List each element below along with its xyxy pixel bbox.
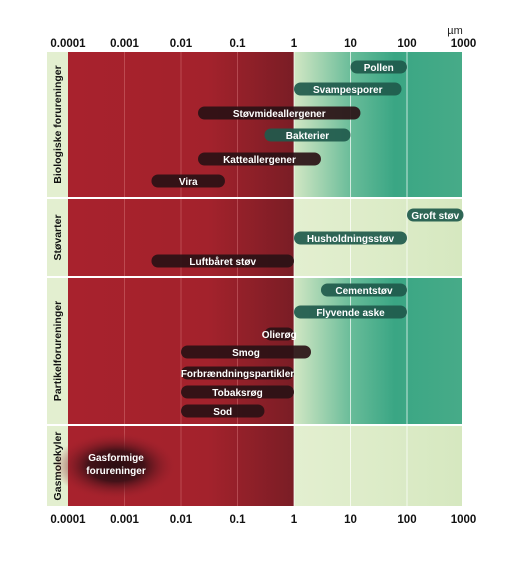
top-axis-tick-label: 0.1	[230, 38, 247, 50]
top-axis-tick-label: 1	[291, 38, 298, 50]
range-bar	[350, 60, 407, 74]
category-row: GasmolekylerGasformigeforureninger	[47, 426, 462, 506]
bottom-axis-tick-label: 1000	[451, 514, 477, 526]
range-label: Cementstøv	[335, 286, 393, 297]
category-rows: Biologiske forureninger Pollen Svampespore…	[47, 52, 464, 506]
range-label: Svampesporer	[313, 85, 383, 96]
bottom-axis-tick-label: 0.001	[110, 514, 139, 526]
range-bar	[264, 128, 351, 142]
range-bar	[181, 366, 294, 380]
bottom-axis-tick-label: 0.0001	[50, 514, 86, 526]
range-bar	[198, 106, 361, 120]
top-axis: 0.0001 0.001 0.01 0.1 1 10 100 1000	[50, 38, 476, 50]
bottom-axis-tick-label: 100	[397, 514, 416, 526]
range-bar	[264, 327, 294, 341]
supramicron-panel	[294, 426, 462, 506]
category-label: Partikelforureninger	[52, 301, 64, 401]
range-label: Gasformige forureninger	[86, 453, 146, 477]
range-label: Smog	[232, 348, 260, 359]
top-axis-tick-label: 10	[344, 38, 357, 50]
range-label: Flyvende aske	[316, 308, 385, 319]
bottom-axis-tick-label: 1	[291, 514, 298, 526]
range-bar	[151, 174, 225, 188]
category-row: Støvarter Groft støv Husholdningsstøv Luftb…	[47, 199, 464, 276]
range-label: Forbrændningspartikler	[181, 369, 294, 380]
bottom-axis: 0.0001 0.001 0.01 0.1 1 10 100 1000	[50, 514, 476, 526]
category-label-band	[47, 278, 68, 424]
bottom-axis-tick-label: 0.01	[170, 514, 193, 526]
bottom-axis-tick-label: 10	[344, 514, 357, 526]
category-row: Partikelforureninger Cementstøv Flyvende a…	[47, 278, 462, 424]
category-label: Støvarter	[52, 214, 64, 260]
range-bar	[407, 208, 464, 222]
range-label: Bakterier	[286, 131, 329, 142]
range-bar	[198, 152, 321, 166]
top-axis-tick-label: 100	[397, 38, 416, 50]
category-label: Biologiske forureninger	[52, 65, 64, 183]
category-label-band	[47, 52, 68, 197]
range-bar	[320, 283, 407, 297]
supramicron-panel	[294, 278, 462, 424]
range-bar	[294, 231, 407, 245]
range-label: Olierøg	[262, 330, 297, 341]
bottom-axis-tick-label: 0.1	[230, 514, 247, 526]
range-label: Vira	[179, 177, 198, 188]
range-label: Husholdningsstøv	[307, 234, 395, 245]
range-label: Groft støv	[411, 211, 459, 222]
range-label: Luftbåret støv	[189, 256, 256, 268]
category-row: Biologiske forureninger Pollen Svampespore…	[47, 52, 462, 197]
range-bar	[294, 305, 407, 319]
top-axis-tick-label: 0.0001	[50, 38, 86, 50]
range-label: Sod	[213, 407, 232, 418]
range-label: Pollen	[364, 63, 394, 74]
range-bar	[181, 404, 265, 418]
range-bar	[151, 254, 294, 268]
range-bar	[181, 385, 294, 399]
top-axis-tick-label: 0.01	[170, 38, 193, 50]
range-bar	[294, 82, 402, 96]
range-label: Katteallergener	[223, 155, 296, 166]
top-axis-tick-label: 1000	[451, 38, 477, 50]
gas-pollution-blob	[54, 432, 178, 500]
range-label: Støvmideallergener	[233, 109, 326, 120]
top-axis-tick-label: 0.001	[110, 38, 139, 50]
range-label: Tobaksrøg	[212, 388, 262, 399]
unit-label: µm	[447, 25, 463, 37]
range-bar	[181, 345, 312, 359]
category-label-band	[47, 199, 68, 276]
supramicron-panel	[294, 52, 462, 197]
